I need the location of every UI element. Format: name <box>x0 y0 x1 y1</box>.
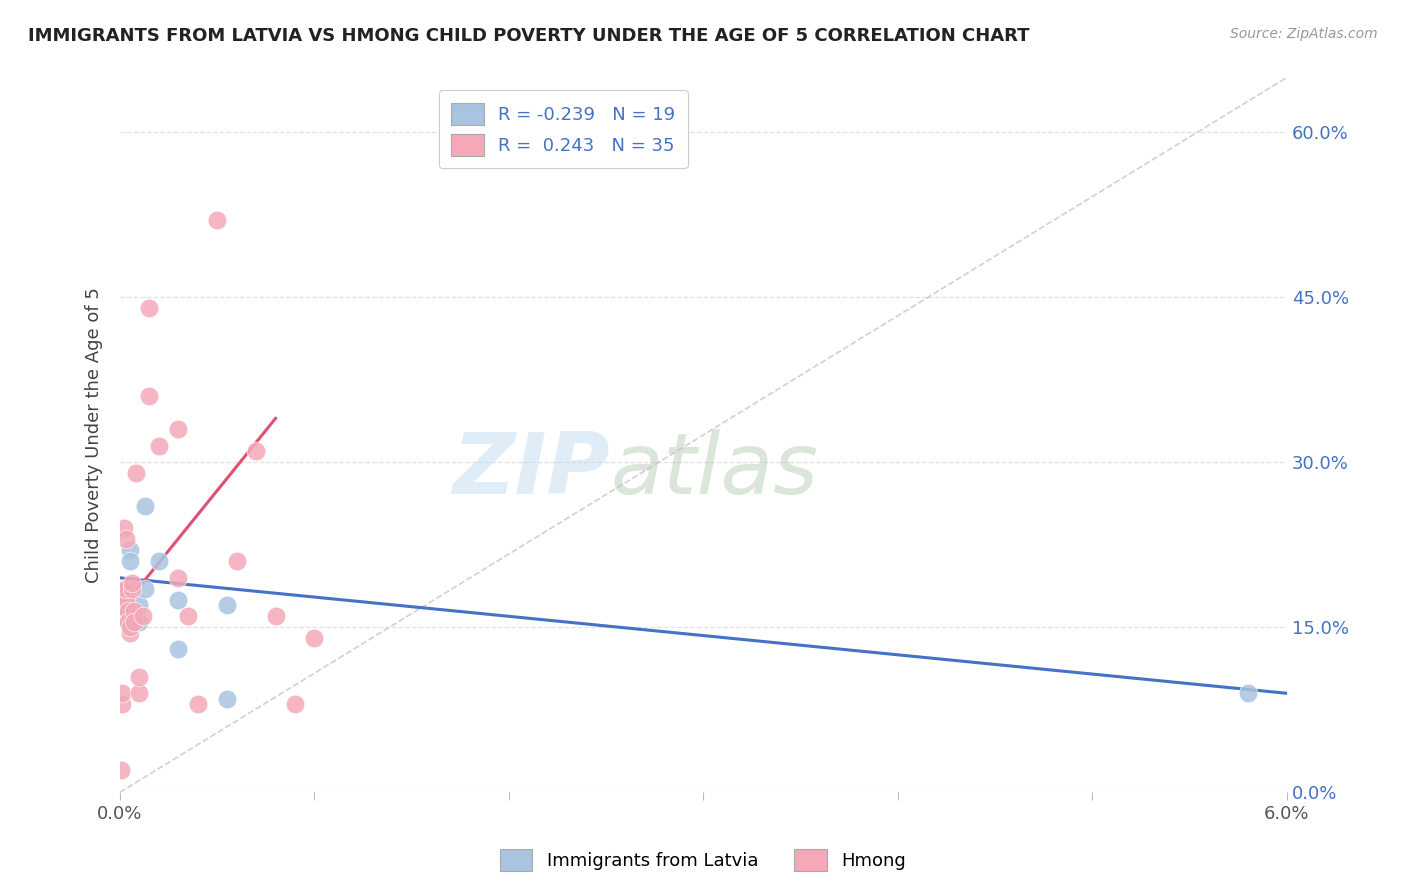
Point <box>118 554 141 568</box>
Point <box>110 764 132 778</box>
Point <box>117 604 139 618</box>
Point <box>112 604 135 618</box>
Point <box>114 582 136 596</box>
Text: Source: ZipAtlas.com: Source: ZipAtlas.com <box>1230 27 1378 41</box>
Legend: Immigrants from Latvia, Hmong: Immigrants from Latvia, Hmong <box>492 842 914 879</box>
Point <box>114 533 136 547</box>
Point <box>205 213 228 227</box>
Point <box>117 615 139 629</box>
Point <box>225 554 247 568</box>
Text: atlas: atlas <box>610 429 818 512</box>
Point <box>134 500 156 514</box>
Point <box>134 582 156 596</box>
Point <box>110 582 132 596</box>
Point <box>177 609 200 624</box>
Point <box>121 582 143 596</box>
Point <box>112 592 135 607</box>
Point <box>284 698 307 712</box>
Point <box>128 670 150 684</box>
Point <box>118 543 141 558</box>
Point <box>167 422 190 436</box>
Legend: R = -0.239   N = 19, R =  0.243   N = 35: R = -0.239 N = 19, R = 0.243 N = 35 <box>439 90 688 169</box>
Point <box>121 609 143 624</box>
Point <box>128 615 150 629</box>
Point <box>111 592 134 607</box>
Point <box>112 521 135 535</box>
Point <box>122 615 145 629</box>
Point <box>111 582 134 596</box>
Point <box>167 592 190 607</box>
Point <box>110 698 132 712</box>
Point <box>148 439 170 453</box>
Y-axis label: Child Poverty Under the Age of 5: Child Poverty Under the Age of 5 <box>86 287 103 582</box>
Point <box>138 301 160 316</box>
Point <box>124 467 146 481</box>
Point <box>215 599 238 613</box>
Point <box>114 582 136 596</box>
Point <box>148 554 170 568</box>
Point <box>304 632 326 646</box>
Point <box>114 609 136 624</box>
Point <box>215 691 238 706</box>
Point <box>118 625 141 640</box>
Point <box>138 389 160 403</box>
Point <box>1237 686 1260 700</box>
Point <box>122 604 145 618</box>
Point <box>187 698 209 712</box>
Point <box>128 599 150 613</box>
Point <box>121 576 143 591</box>
Point <box>167 642 190 657</box>
Point <box>111 686 134 700</box>
Text: IMMIGRANTS FROM LATVIA VS HMONG CHILD POVERTY UNDER THE AGE OF 5 CORRELATION CHA: IMMIGRANTS FROM LATVIA VS HMONG CHILD PO… <box>28 27 1029 45</box>
Point <box>117 615 139 629</box>
Point <box>114 592 136 607</box>
Point <box>245 444 267 458</box>
Point <box>118 620 141 634</box>
Point <box>128 686 150 700</box>
Point <box>122 615 145 629</box>
Text: ZIP: ZIP <box>453 429 610 512</box>
Point <box>167 571 190 585</box>
Point <box>132 609 155 624</box>
Point <box>264 609 287 624</box>
